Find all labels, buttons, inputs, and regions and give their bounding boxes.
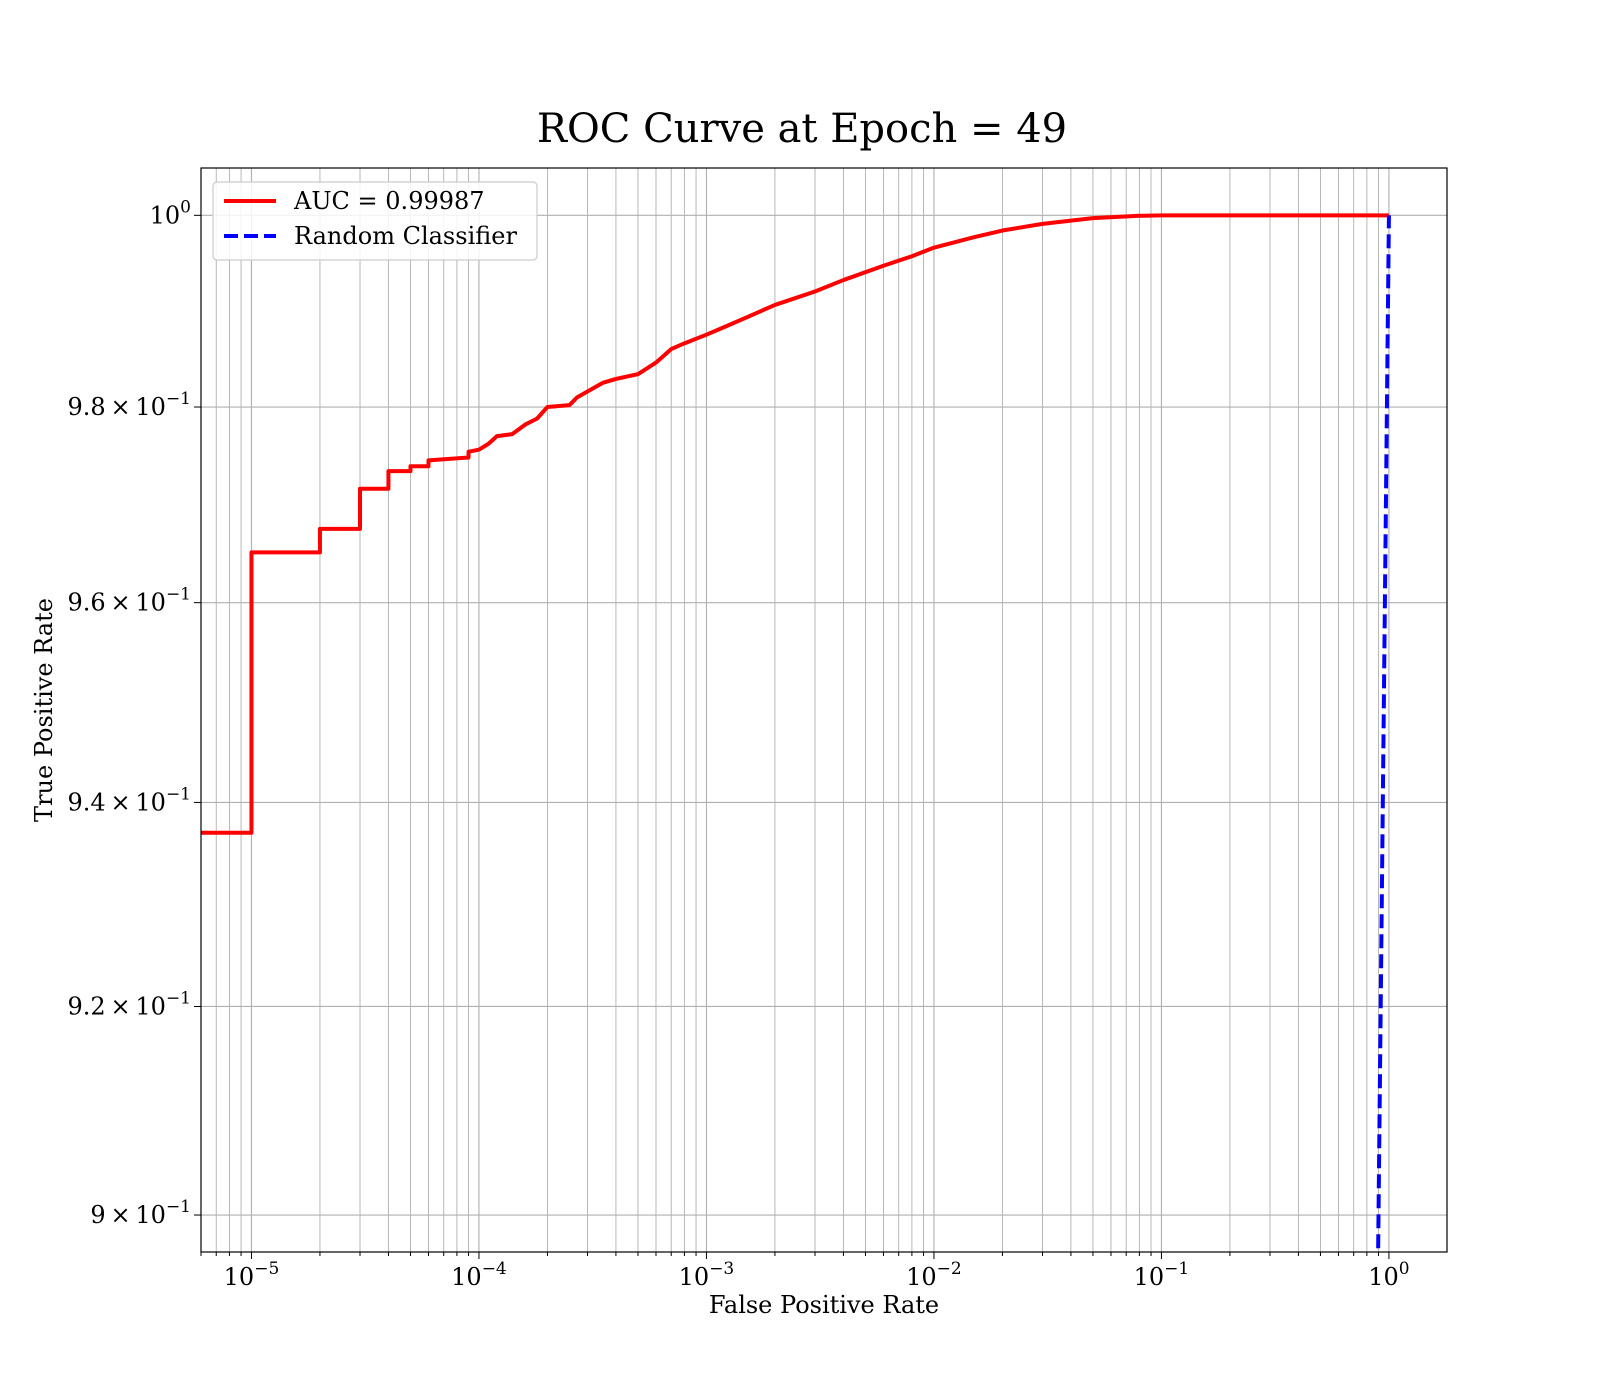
- ticks: 10−5 10−4 10−3 10−2 10−1 100 9 × 10−1 9.2 × 10−…: [68, 197, 1410, 1291]
- plot-frame: [200, 167, 1448, 1253]
- y-tick-label: 9.4 × 10−1: [68, 784, 191, 816]
- x-tick-label: 100: [1368, 1259, 1409, 1291]
- legend-label-auc: AUC = 0.99987: [293, 187, 485, 215]
- legend-box: [212, 181, 538, 261]
- y-tick-label: 100: [150, 197, 191, 229]
- grid: [200, 168, 1447, 1252]
- x-tick-label: 10−5: [224, 1259, 280, 1291]
- x-axis-label: False Positive Rate: [709, 1291, 939, 1319]
- plot-area: [201, 213, 1391, 1252]
- y-axis-label: True Positive Rate: [30, 598, 58, 822]
- x-tick-label: 10−3: [679, 1259, 735, 1291]
- chart-title: ROC Curve at Epoch = 49: [537, 106, 1067, 152]
- legend: AUC = 0.99987 Random Classifier: [212, 181, 538, 261]
- legend-label-random: Random Classifier: [294, 222, 517, 250]
- y-tick-label: 9.6 × 10−1: [68, 585, 191, 617]
- y-tick-label: 9.2 × 10−1: [68, 988, 191, 1020]
- y-tick-label: 9 × 10−1: [90, 1197, 191, 1229]
- x-tick-label: 10−2: [906, 1259, 962, 1291]
- y-tick-label: 9.8 × 10−1: [68, 389, 191, 421]
- series-line-random-classifier: [1376, 215, 1391, 1252]
- x-tick-label: 10−1: [1134, 1259, 1190, 1291]
- x-tick-label: 10−4: [451, 1259, 507, 1291]
- series-line-auc: [201, 213, 1389, 835]
